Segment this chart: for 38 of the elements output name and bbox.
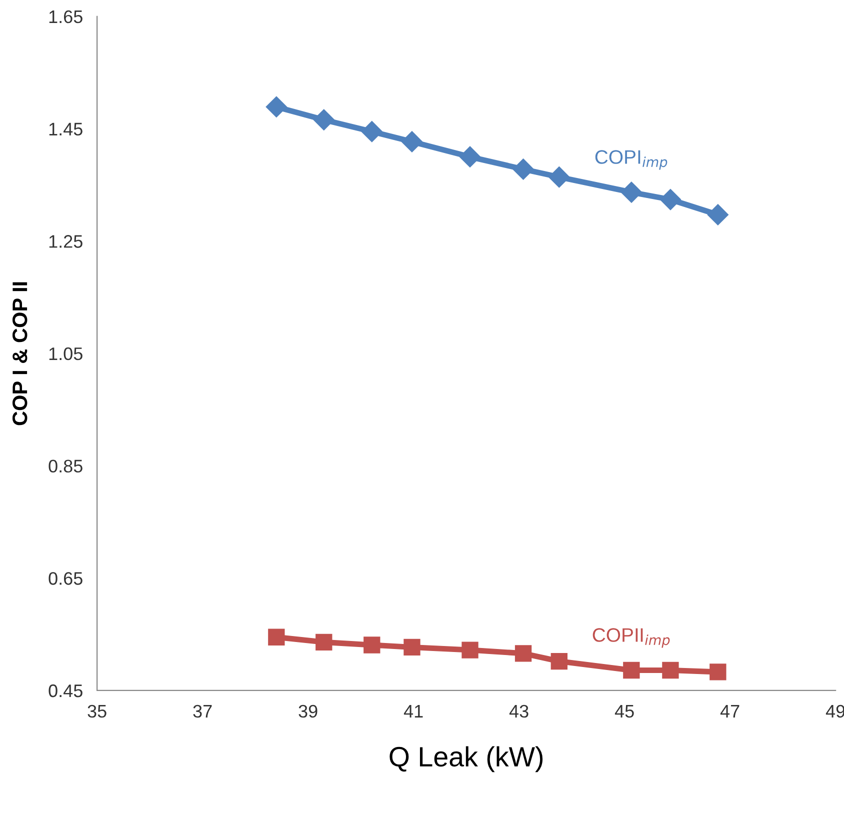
y-tick-label: 0.45 [48,684,82,698]
point [404,638,420,656]
x-tick-label: 47 [720,705,740,718]
x-tick-label: 41 [404,705,423,718]
point [550,652,568,670]
series-label: COPI$_{imp}$ [595,150,668,170]
point [361,121,382,142]
point [623,662,640,679]
point [401,131,422,152]
x-tick-label: 35 [88,704,106,718]
x-tick-label: 39 [298,704,318,718]
y-axis-title: COP I & COP II [12,282,28,426]
y-tick-label: 1.05 [49,347,82,360]
point [660,189,681,210]
y-tick-label: 1.25 [49,235,82,248]
point [459,146,481,168]
x-tick-label: 43 [509,704,528,718]
point [512,158,534,180]
point [548,166,570,188]
point [620,182,642,203]
point [268,628,285,646]
point [662,662,679,679]
y-tick-label: 1.45 [49,122,82,136]
y-tick-label: 1.65 [49,10,82,24]
point [266,96,287,118]
x-tick-label: 45 [614,705,634,718]
point [514,645,532,662]
point [462,642,478,658]
point [710,664,726,680]
x-axis-title: Q Leak (kW) [390,746,543,772]
point [313,109,334,130]
x-tick-label: 37 [193,704,212,718]
point [364,636,380,654]
point [316,634,332,651]
y-tick-label: 0.85 [48,460,82,473]
series-label: COPII$_{imp}$ [592,628,670,648]
y-tick-label: 0.65 [48,572,82,585]
point [707,204,728,226]
